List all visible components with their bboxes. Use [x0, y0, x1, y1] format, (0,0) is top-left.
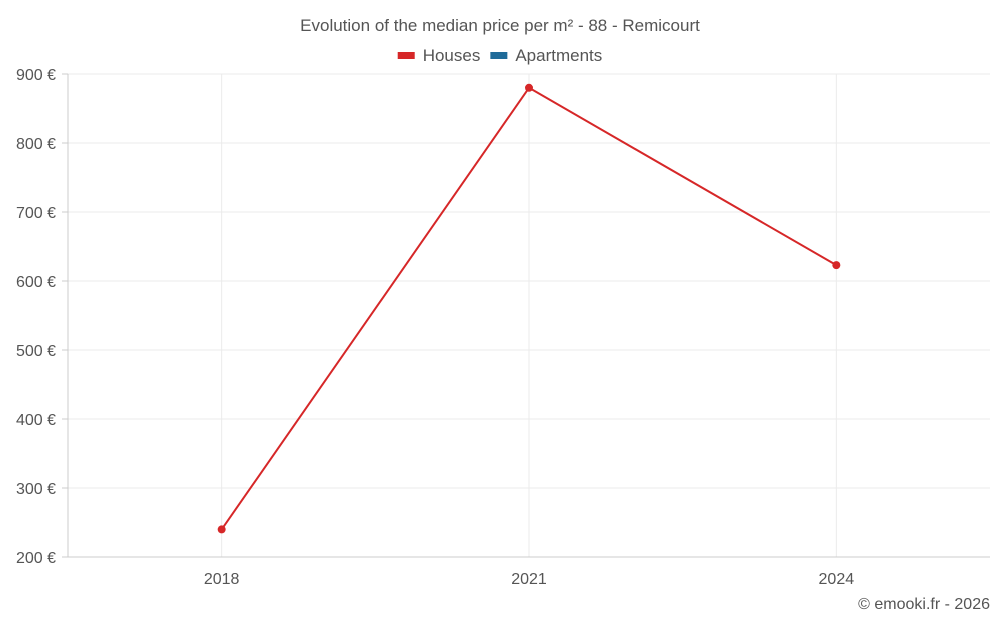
legend-label: Houses [423, 46, 481, 65]
x-tick-label: 2018 [204, 571, 240, 588]
y-tick-label: 300 € [16, 481, 56, 498]
chart-title: Evolution of the median price per m² - 8… [300, 16, 700, 35]
y-tick-label: 800 € [16, 136, 56, 153]
series-layer [217, 83, 841, 534]
legend-item-houses[interactable]: Houses [397, 46, 481, 65]
y-tick-label: 700 € [16, 205, 56, 222]
data-point-houses-2018[interactable] [217, 525, 226, 534]
credit-text: © emooki.fr - 2026 [858, 596, 990, 613]
x-tick-label: 2024 [819, 571, 855, 588]
data-point-houses-2021[interactable] [525, 83, 533, 92]
y-tick-label: 400 € [16, 412, 56, 429]
x-tick-label: 2021 [511, 571, 547, 588]
legend-swatch [490, 52, 508, 59]
y-tick-label: 200 € [16, 550, 56, 567]
y-tick-label: 900 € [16, 67, 56, 84]
axes: 200 € 300 € 400 € 500 € 600 € 700 € 800 € 900 €… [16, 67, 990, 588]
data-point-houses-2024[interactable] [832, 261, 841, 270]
legend-swatch [397, 52, 415, 59]
legend-item-apartments[interactable]: Apartments [490, 46, 602, 65]
grid [68, 73, 990, 557]
chart-legend: Houses Apartments [397, 46, 602, 65]
y-tick-label: 600 € [16, 274, 56, 291]
legend-label: Apartments [515, 46, 602, 65]
y-tick-label: 500 € [16, 343, 56, 360]
